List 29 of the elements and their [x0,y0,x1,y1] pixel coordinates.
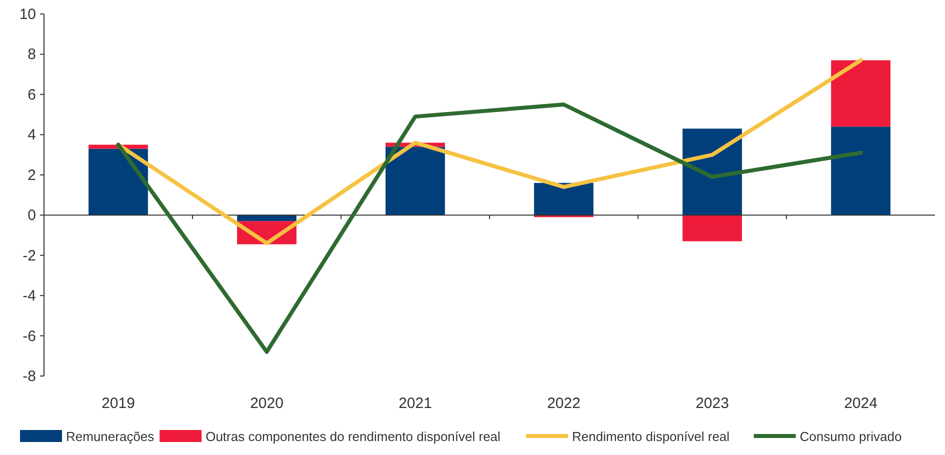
x-tick-label: 2024 [844,395,878,412]
x-tick-label: 2019 [102,395,135,412]
bar [831,60,890,127]
y-tick-label: 10 [19,6,36,23]
y-tick-label: -2 [22,247,36,264]
bar [88,148,148,216]
y-tick-label: -6 [22,328,36,345]
y-tick-label: 4 [28,126,36,144]
x-tick-label: 2020 [250,395,284,412]
y-tick-label: 6 [28,86,36,104]
bar [386,146,445,216]
x-tick-label: 2021 [398,395,432,412]
legend-label: Outras componentes do rendimento disponível real [206,429,501,444]
line-series [116,102,863,354]
x-tick-label: 2022 [547,395,580,412]
legend-label: Consumo privado [800,429,902,444]
bar [534,182,594,216]
y-tick-label: -4 [22,288,36,305]
y-tick-label: 0 [28,207,36,224]
x-tick-label: 2023 [696,395,729,412]
bar [682,215,742,242]
bar [237,215,296,222]
legend-label: Remunerações [66,429,155,444]
legend-label: Rendimento disponível real [572,429,730,444]
bar [682,128,742,216]
bar [831,126,890,216]
y-tick-label: 2 [28,166,36,184]
y-tick-label: 8 [28,46,36,64]
y-tick-label: -8 [22,368,36,385]
